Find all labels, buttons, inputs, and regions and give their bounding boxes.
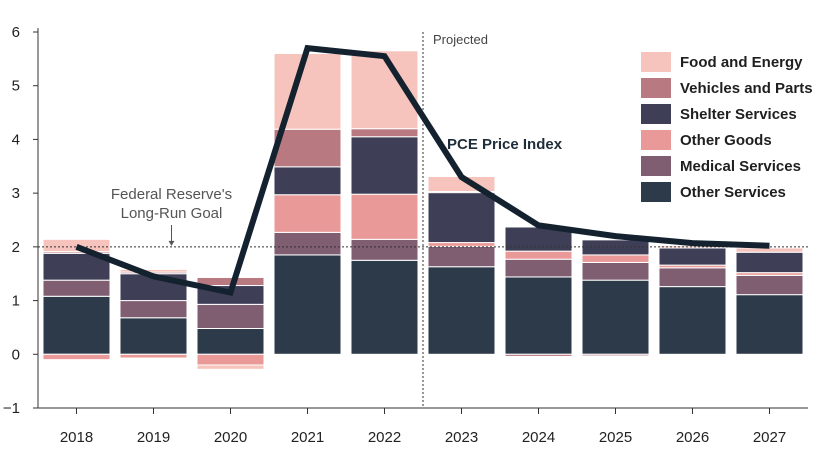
goal-arrowhead — [168, 240, 175, 246]
legend-label: Shelter Services — [680, 106, 797, 123]
bar-segment — [273, 254, 342, 355]
bar-segment — [196, 303, 265, 330]
long-run-goal-label-line1: Federal Reserve's — [111, 186, 232, 203]
x-tick-label: 2023 — [445, 429, 478, 446]
bar-segment — [581, 353, 650, 357]
bar-segment — [119, 317, 188, 355]
pce-line — [75, 44, 770, 297]
bar-segment — [273, 128, 342, 168]
reference-layer: Federal Reserve's Long-Run Goal Projecte… — [38, 32, 808, 408]
bar-segment — [273, 194, 342, 233]
bar-segment — [42, 279, 111, 297]
x-tick-label: 2021 — [291, 429, 324, 446]
legend: Food and Energy Vehicles and Parts Shelter… — [641, 52, 813, 202]
bar-segment — [427, 192, 496, 244]
bar-segment — [581, 239, 650, 256]
legend-swatch — [641, 182, 671, 202]
bar-segment — [504, 258, 573, 278]
line-layer — [75, 44, 770, 297]
bar-segment — [196, 364, 265, 370]
bar-segment — [735, 274, 804, 296]
bar-segment — [581, 261, 650, 281]
bar-segment — [42, 238, 111, 253]
bar-segment — [350, 128, 419, 138]
projected-label: Projected — [433, 32, 488, 47]
bar-segment — [735, 294, 804, 355]
legend-swatch — [641, 104, 671, 124]
legend-label: Other Services — [680, 184, 786, 201]
bar-segment — [581, 279, 650, 355]
legend-label: Medical Services — [680, 158, 801, 175]
bar-segment — [350, 238, 419, 261]
legend-swatch — [641, 52, 671, 72]
axis-layer: −1 0 1 2 3 4 5 6 2018 2019 2020 2021 2022 2023 2024 202… — [3, 24, 808, 446]
x-tick-label: 2022 — [368, 429, 401, 446]
y-tick-label: 6 — [12, 24, 20, 41]
bar-segment — [119, 268, 188, 273]
bar-segment — [658, 286, 727, 355]
bar-segment — [273, 166, 342, 196]
y-tick-label: −1 — [3, 400, 20, 417]
bar-segment — [42, 295, 111, 355]
bar-segment — [350, 136, 419, 195]
long-run-goal-label-line2: Long-Run Goal — [121, 205, 223, 222]
legend-label: Other Goods — [680, 132, 772, 149]
y-tick-label: 2 — [12, 239, 20, 256]
bar-segment — [196, 328, 265, 355]
bar-segment — [504, 276, 573, 355]
bar-segment — [735, 247, 804, 253]
y-tick-label: 3 — [12, 185, 20, 202]
x-tick-label: 2025 — [599, 429, 632, 446]
y-tick-label: 5 — [12, 78, 20, 95]
pce-series-label: PCE Price Index — [447, 136, 563, 153]
bar-segment — [427, 266, 496, 355]
x-tick-label: 2026 — [676, 429, 709, 446]
bar-segment — [427, 242, 496, 247]
bar-segment — [504, 353, 573, 357]
legend-label: Vehicles and Parts — [680, 80, 813, 97]
y-tick-label: 0 — [12, 346, 20, 363]
x-tick-label: 2020 — [214, 429, 247, 446]
bar-segment — [119, 353, 188, 359]
bar-segment — [42, 353, 111, 361]
bar-segment — [658, 267, 727, 288]
legend-swatch — [641, 130, 671, 150]
bars-layer — [42, 50, 804, 370]
legend-swatch — [641, 78, 671, 98]
legend-label: Food and Energy — [680, 54, 803, 71]
bar-segment — [350, 259, 419, 355]
bar-segment — [427, 245, 496, 268]
bar-segment — [350, 193, 419, 240]
bar-segment — [196, 353, 265, 366]
bar-segment — [273, 231, 342, 256]
bar-segment — [581, 254, 650, 263]
y-tick-label: 1 — [12, 293, 20, 310]
bar-segment — [735, 251, 804, 274]
x-tick-label: 2019 — [137, 429, 170, 446]
y-tick-label: 4 — [12, 131, 20, 148]
legend-swatch — [641, 156, 671, 176]
bar-segment — [658, 247, 727, 266]
x-tick-label: 2024 — [522, 429, 555, 446]
bar-segment — [119, 300, 188, 319]
bar-segment — [504, 250, 573, 260]
x-tick-label: 2018 — [60, 429, 93, 446]
x-tick-label: 2027 — [753, 429, 786, 446]
